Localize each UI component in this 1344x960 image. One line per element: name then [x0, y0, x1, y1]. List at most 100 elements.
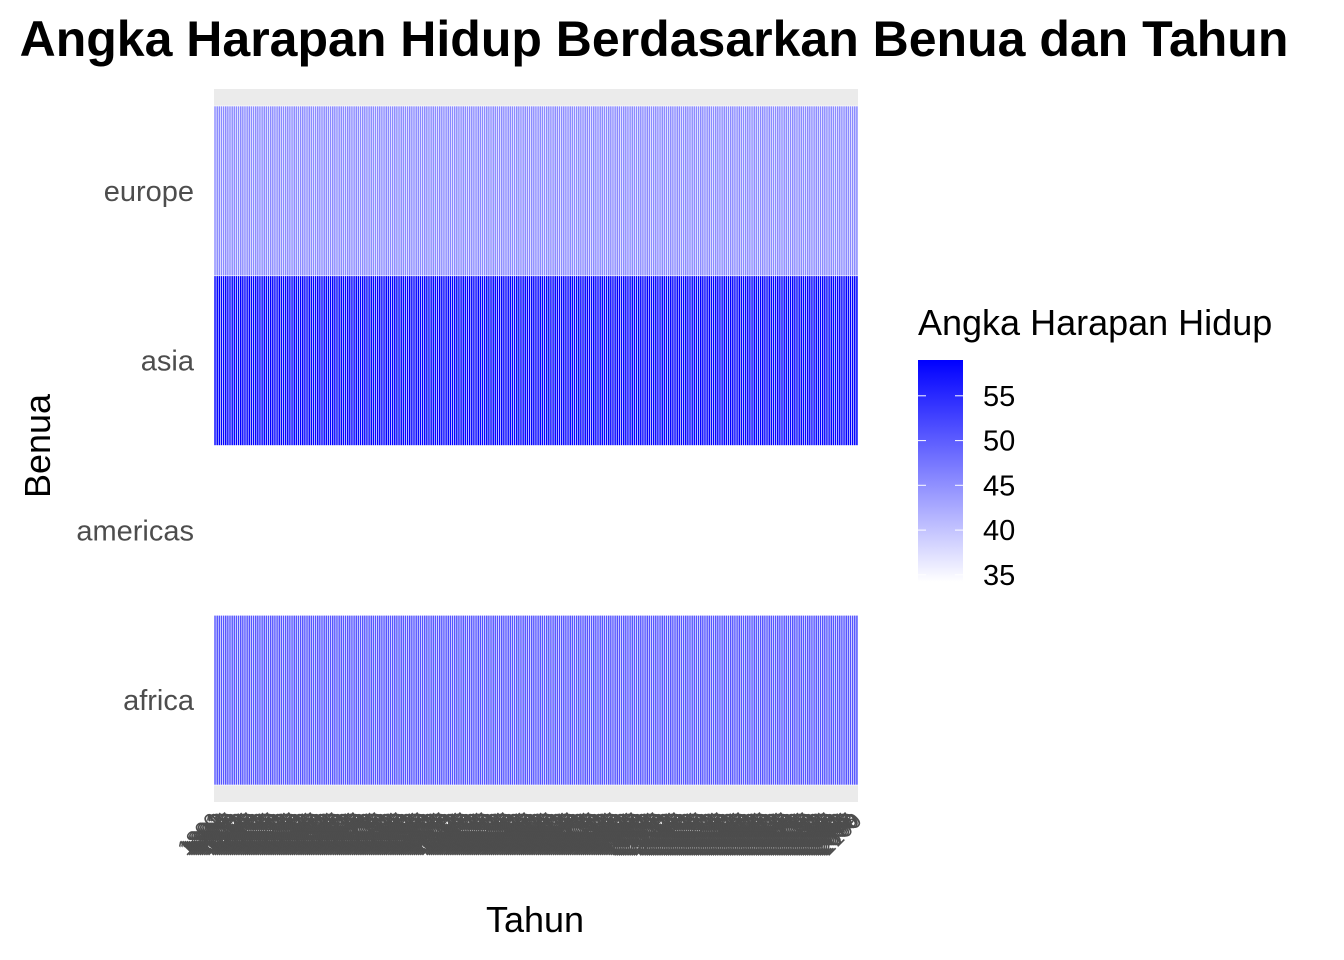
- heatmap-tile-americas-2001: [643, 445, 647, 616]
- heatmap-tile-europe-2033: [712, 105, 715, 277]
- heatmap-tile-asia-2020: [684, 275, 688, 446]
- heatmap-tile-asia-1823: [262, 275, 266, 446]
- heatmap-tile-asia-2038: [722, 275, 726, 446]
- heatmap-tile-africa-1854: [329, 614, 332, 786]
- heatmap-tile-americas-1912: [453, 445, 457, 616]
- heatmap-tile-europe-1835: [288, 105, 292, 277]
- heatmap-tile-asia-2048: [744, 275, 748, 446]
- heatmap-tile-europe-2082: [817, 105, 820, 277]
- heatmap-tile-asia-2030: [705, 275, 709, 446]
- heatmap-tile-asia-1999: [639, 275, 643, 446]
- heatmap-tile-americas-2023: [690, 445, 694, 616]
- heatmap-tile-africa-1858: [337, 614, 341, 786]
- heatmap-tile-asia-2044: [735, 275, 739, 446]
- heatmap-tile-asia-1853: [327, 275, 330, 446]
- heatmap-tile-asia-1951: [536, 275, 540, 446]
- heatmap-tile-europe-2073: [797, 105, 801, 277]
- heatmap-tile-asia-1932: [496, 275, 499, 446]
- heatmap-tile-americas-1905: [438, 445, 442, 616]
- heatmap-tile-europe-1849: [318, 105, 322, 277]
- heatmap-tile-americas-2050: [748, 445, 752, 616]
- heatmap-tile-europe-1866: [354, 105, 358, 277]
- heatmap-tile-americas-1860: [342, 445, 345, 616]
- heatmap-tile-americas-2000: [641, 445, 645, 616]
- heatmap-tile-africa-1810: [235, 614, 238, 786]
- heatmap-tile-americas-1808: [230, 445, 234, 616]
- heatmap-tile-africa-1881: [386, 614, 390, 786]
- heatmap-tile-americas-2082: [817, 445, 820, 616]
- heatmap-tile-americas-1922: [474, 445, 478, 616]
- heatmap-tile-africa-1922: [474, 614, 478, 786]
- heatmap-tile-americas-2064: [778, 445, 782, 616]
- heatmap-tile-europe-2053: [754, 105, 758, 277]
- heatmap-tile-americas-2021: [686, 445, 690, 616]
- heatmap-tile-asia-1918: [466, 275, 469, 446]
- heatmap-tile-asia-1960: [556, 275, 559, 446]
- heatmap-tile-africa-1939: [511, 614, 514, 786]
- heatmap-tile-asia-1914: [457, 275, 461, 446]
- heatmap-tiles: [213, 105, 859, 786]
- heatmap-tile-africa-1853: [327, 614, 330, 786]
- heatmap-tile-africa-1804: [222, 614, 225, 786]
- heatmap-tile-europe-2090: [834, 105, 837, 277]
- heatmap-tile-europe-1966: [568, 105, 572, 277]
- heatmap-tile-americas-1826: [269, 445, 273, 616]
- heatmap-tile-europe-1811: [237, 105, 240, 277]
- heatmap-tile-europe-2013: [669, 105, 673, 277]
- heatmap-tile-europe-1864: [350, 105, 354, 277]
- heatmap-tile-africa-2069: [789, 614, 792, 786]
- heatmap-tile-asia-1859: [339, 275, 343, 446]
- heatmap-tile-africa-2019: [682, 614, 685, 786]
- heatmap-tile-africa-2031: [707, 614, 711, 786]
- heatmap-tile-asia-1925: [481, 275, 484, 446]
- heatmap-tile-americas-1917: [464, 445, 467, 616]
- heatmap-tile-africa-1903: [434, 614, 437, 786]
- heatmap-tile-americas-1980: [598, 445, 602, 616]
- heatmap-tile-africa-1873: [369, 614, 373, 786]
- heatmap-tile-asia-2069: [789, 275, 792, 446]
- heatmap-tile-asia-1933: [498, 275, 501, 446]
- heatmap-tile-asia-2071: [793, 275, 797, 446]
- heatmap-tile-americas-1882: [389, 445, 392, 616]
- heatmap-tile-africa-1887: [399, 614, 403, 786]
- heatmap-tile-africa-1878: [380, 614, 384, 786]
- heatmap-tile-americas-1967: [570, 445, 574, 616]
- heatmap-tile-asia-1911: [451, 275, 454, 446]
- heatmap-tile-americas-1930: [491, 445, 495, 616]
- heatmap-tile-asia-1985: [609, 275, 613, 446]
- heatmap-tile-europe-1892: [410, 105, 414, 277]
- heatmap-tile-europe-1915: [459, 105, 463, 277]
- heatmap-tile-africa-1877: [378, 614, 382, 786]
- heatmap-tile-africa-2018: [680, 614, 683, 786]
- heatmap-tile-africa-1923: [476, 614, 480, 786]
- heatmap-tile-asia-1990: [620, 275, 623, 446]
- heatmap-tile-americas-1864: [350, 445, 354, 616]
- heatmap-tile-asia-1845: [309, 275, 313, 446]
- heatmap-tile-asia-1902: [431, 275, 435, 446]
- heatmap-tile-africa-2012: [667, 614, 671, 786]
- heatmap-tile-asia-1864: [350, 275, 354, 446]
- heatmap-tile-africa-2085: [823, 614, 827, 786]
- heatmap-tile-americas-1869: [361, 445, 365, 616]
- heatmap-tile-americas-2011: [665, 445, 668, 616]
- heatmap-tile-americas-1844: [307, 445, 311, 616]
- heatmap-tile-europe-1875: [374, 105, 377, 277]
- heatmap-tile-europe-2094: [842, 105, 846, 277]
- heatmap-tile-africa-1812: [239, 614, 243, 786]
- heatmap-tile-europe-2062: [774, 105, 777, 277]
- heatmap-tile-americas-1949: [532, 445, 536, 616]
- heatmap-tile-europe-1977: [592, 105, 596, 277]
- heatmap-tile-americas-1883: [391, 445, 395, 616]
- heatmap-tile-americas-1973: [583, 445, 587, 616]
- heatmap-tile-europe-1968: [573, 105, 576, 277]
- heatmap-tile-europe-1909: [446, 105, 450, 277]
- heatmap-tile-europe-1890: [406, 105, 409, 277]
- heatmap-tile-africa-1961: [558, 614, 561, 786]
- heatmap-tile-europe-2007: [656, 105, 660, 277]
- heatmap-tile-americas-1841: [301, 445, 305, 616]
- heatmap-tile-africa-1807: [228, 614, 232, 786]
- heatmap-tile-europe-2044: [735, 105, 739, 277]
- heatmap-tile-africa-2082: [817, 614, 820, 786]
- heatmap-tile-americas-1803: [220, 445, 223, 616]
- heatmap-tile-europe-1885: [395, 105, 399, 277]
